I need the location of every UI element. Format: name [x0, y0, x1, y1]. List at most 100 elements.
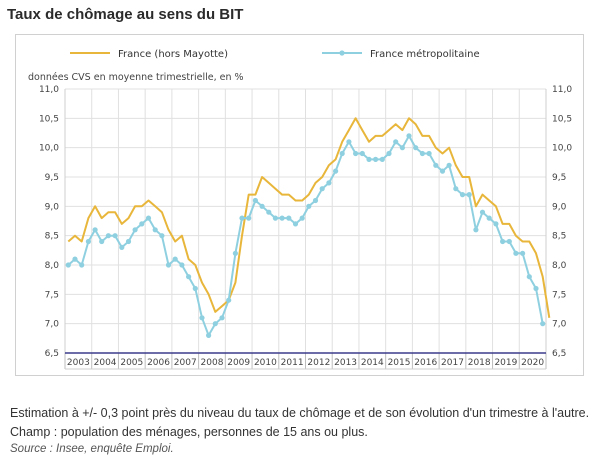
y-tick-label-left: 8,0	[45, 261, 60, 271]
y-tick-label-left: 6,5	[45, 349, 59, 359]
y-tick-label-right: 11,0	[552, 85, 572, 95]
series-1-point-25	[232, 250, 238, 256]
x-tick-label-2017: 2017	[441, 358, 464, 368]
series-1-point-22	[212, 321, 218, 327]
y-tick-label-left: 7,5	[45, 290, 59, 300]
source-note: Source : Insee, enquête Emploi.	[10, 443, 174, 455]
series-1-point-36	[306, 203, 312, 209]
series-1-point-16	[172, 256, 178, 262]
y-tick-label-left: 10,0	[39, 144, 59, 154]
series-1-point-42	[346, 139, 352, 145]
y-tick-label-left: 9,5	[45, 173, 59, 183]
x-tick-label-2020: 2020	[521, 358, 544, 368]
y-tick-label-right: 8,5	[552, 232, 566, 242]
series-1-point-68	[520, 250, 526, 256]
series-1-point-70	[533, 285, 539, 292]
legend-label-0: France (hors Mayotte)	[118, 49, 228, 60]
y-tick-label-left: 7,0	[45, 320, 60, 330]
x-tick-label-2003: 2003	[67, 358, 90, 368]
y-tick-label-right: 9,5	[552, 173, 566, 183]
series-1-point-5	[99, 238, 105, 245]
series-1-point-49	[393, 139, 399, 145]
note-estimation: Estimation à +/- 0,3 point près du nivea…	[10, 406, 590, 420]
series-1-point-39	[326, 180, 332, 186]
series-1-point-62	[479, 209, 486, 215]
y-tick-label-left: 10,5	[39, 114, 59, 124]
series-1-point-35	[299, 215, 305, 221]
y-tick-label-right: 7,5	[552, 290, 566, 300]
series-1-point-12	[145, 215, 152, 221]
series-1-point-31	[272, 215, 278, 221]
chart-frame	[15, 34, 584, 376]
series-1-point-7	[112, 233, 118, 239]
x-tick-label-2004: 2004	[94, 358, 117, 368]
x-tick-label-2014: 2014	[361, 358, 384, 368]
series-1-point-54	[426, 150, 432, 157]
series-1-point-21	[206, 332, 212, 338]
series-1-point-63	[486, 215, 492, 221]
series-1-point-30	[266, 209, 272, 215]
series-1-point-4	[92, 227, 98, 233]
series-1-point-44	[359, 150, 365, 157]
series-1-point-27	[246, 215, 252, 221]
series-1-point-52	[413, 145, 419, 151]
y-tick-label-left: 9,0	[45, 202, 60, 212]
x-tick-label-2008: 2008	[201, 358, 224, 368]
series-1-point-18	[186, 274, 192, 280]
series-1-point-64	[493, 221, 499, 227]
series-1-point-10	[132, 227, 138, 233]
series-1-point-58	[453, 186, 459, 192]
series-1-point-2	[79, 262, 85, 268]
series-1-point-3	[85, 238, 91, 245]
series-1-point-29	[259, 203, 265, 209]
y-axis-unit-label: données CVS en moyenne trimestrielle, en…	[28, 72, 244, 83]
series-1-point-20	[199, 315, 205, 321]
series-line-0	[67, 117, 551, 318]
x-tick-label-2006: 2006	[147, 358, 170, 368]
series-1-point-19	[192, 285, 198, 292]
legend-label-1: France métropolitaine	[370, 48, 480, 60]
x-tick-label-2009: 2009	[227, 358, 250, 368]
series-1-point-67	[513, 250, 519, 256]
legend-marker-1	[339, 50, 345, 56]
note-champ: Champ : population des ménages, personne…	[10, 425, 368, 439]
series-1-point-17	[179, 262, 185, 268]
y-tick-label-left: 11,0	[39, 85, 59, 95]
y-tick-label-left: 8,5	[45, 232, 59, 242]
series-1-point-0	[65, 262, 71, 268]
series-1-point-69	[526, 274, 532, 280]
y-tick-label-right: 6,5	[552, 349, 566, 359]
series-1-point-14	[159, 233, 165, 239]
y-tick-label-right: 9,0	[552, 202, 567, 212]
series-1-point-40	[333, 168, 339, 174]
y-tick-label-right: 10,5	[552, 114, 572, 124]
x-tick-label-2018: 2018	[468, 358, 491, 368]
series-1-point-13	[152, 227, 158, 233]
series-1-point-41	[339, 150, 345, 157]
series-1-point-34	[292, 221, 299, 227]
series-1-point-28	[252, 197, 258, 204]
series-1-point-50	[399, 145, 405, 151]
series-1-point-24	[226, 297, 232, 303]
x-tick-label-2011: 2011	[281, 358, 304, 368]
series-1-point-45	[366, 156, 372, 162]
x-tick-label-2019: 2019	[494, 358, 517, 368]
series-1-point-33	[286, 215, 292, 221]
series-1-point-11	[139, 221, 145, 227]
series-1-point-47	[379, 156, 385, 162]
series-1-point-37	[312, 197, 319, 204]
y-tick-label-right: 7,0	[552, 320, 567, 330]
series-1-point-32	[279, 215, 285, 221]
series-1-point-61	[473, 227, 479, 233]
series-1-point-26	[239, 215, 245, 221]
series-1-point-9	[125, 238, 132, 245]
y-tick-label-right: 10,0	[552, 144, 572, 154]
unemployment-chart: France (hors Mayotte) France métropolitai…	[28, 48, 572, 370]
page-title: Taux de chômage au sens du BIT	[7, 6, 244, 23]
x-tick-label-2012: 2012	[307, 358, 330, 368]
series-1-point-6	[105, 233, 111, 239]
series-1-point-51	[406, 133, 412, 139]
series-1-point-46	[373, 156, 379, 162]
x-tick-label-2007: 2007	[174, 358, 197, 368]
series-1-point-56	[439, 168, 446, 174]
